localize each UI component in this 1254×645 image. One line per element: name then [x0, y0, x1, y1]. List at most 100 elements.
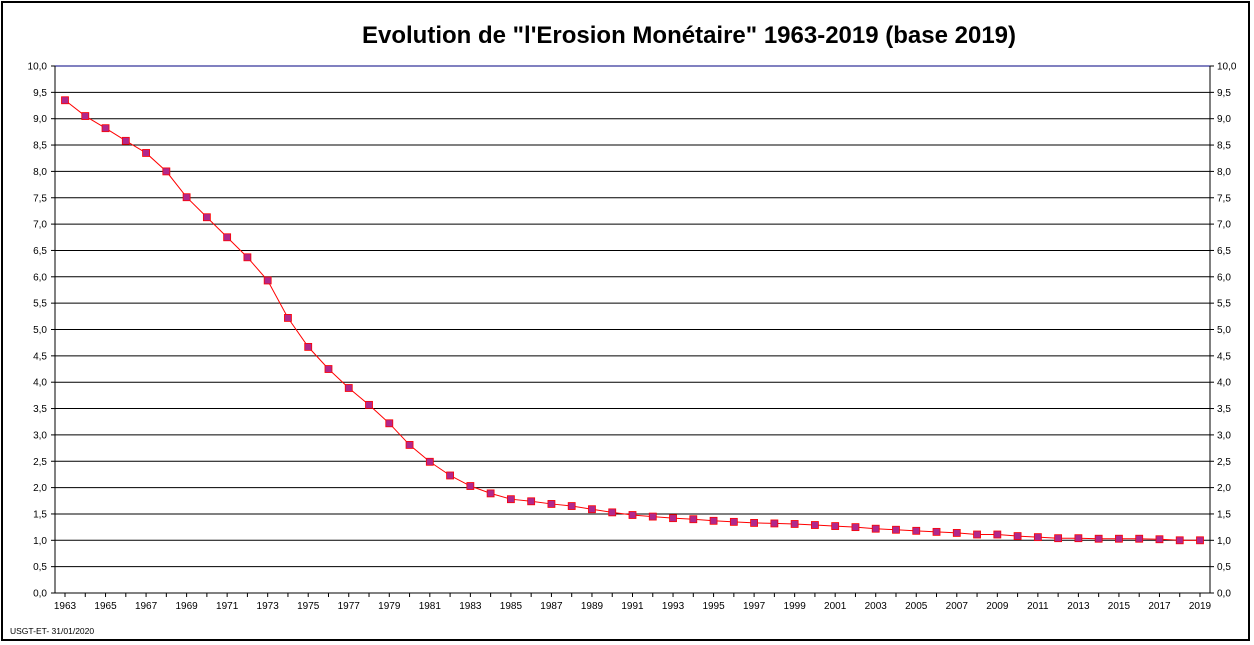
data-point: [973, 530, 981, 539]
y-tick-label-right: 7,5: [1217, 193, 1231, 204]
y-tick-label-right: 0,5: [1217, 562, 1231, 573]
data-point: [1115, 534, 1123, 543]
y-tick-label-left: 4,5: [33, 351, 47, 362]
x-tick-label: 2009: [986, 601, 1009, 612]
y-tick-label-right: 10,0: [1217, 62, 1237, 73]
y-tick-label-left: 10,0: [28, 62, 48, 73]
data-point: [689, 515, 698, 524]
data-point: [263, 276, 272, 285]
x-tick-label: 2019: [1189, 601, 1212, 612]
data-point: [567, 502, 576, 510]
y-tick-label-right: 4,5: [1217, 351, 1231, 362]
x-tick-label: 1995: [702, 601, 725, 612]
data-point: [243, 253, 252, 262]
data-point: [669, 514, 677, 523]
data-point: [81, 112, 90, 120]
y-tick-label-left: 6,5: [33, 246, 47, 257]
data-point: [365, 400, 373, 409]
y-tick-label-right: 0,0: [1217, 589, 1231, 600]
y-tick-label-left: 5,0: [33, 325, 47, 336]
data-point: [588, 505, 596, 514]
data-point: [871, 524, 880, 533]
data-point: [466, 482, 475, 490]
y-tick-label-right: 9,5: [1217, 88, 1231, 99]
x-tick-label: 2013: [1067, 601, 1090, 612]
data-point: [202, 213, 211, 222]
y-tick-label-right: 2,0: [1217, 483, 1231, 494]
y-tick-label-right: 2,5: [1217, 457, 1231, 468]
data-point: [121, 136, 130, 145]
data-point: [61, 96, 69, 105]
data-point: [405, 441, 414, 449]
data-point: [1054, 534, 1063, 543]
data-point: [1094, 534, 1103, 543]
data-point: [304, 342, 313, 351]
data-point: [101, 124, 110, 133]
y-tick-label-left: 2,5: [33, 457, 47, 468]
x-tick-label: 1977: [338, 601, 361, 612]
y-tick-label-left: 6,0: [33, 272, 47, 283]
y-tick-label-left: 7,5: [33, 193, 47, 204]
y-tick-label-right: 4,0: [1217, 378, 1231, 389]
y-tick-label-left: 2,0: [33, 483, 47, 494]
data-point: [1013, 532, 1022, 540]
y-tick-label-left: 3,0: [33, 430, 47, 441]
y-tick-label-left: 9,5: [33, 88, 47, 99]
data-point: [425, 457, 434, 466]
data-point: [892, 525, 900, 534]
x-tick-label: 1991: [621, 601, 644, 612]
data-point: [790, 520, 799, 528]
data-point: [811, 521, 819, 529]
data-point: [851, 523, 860, 532]
data-point: [932, 527, 941, 536]
y-tick-label-right: 6,0: [1217, 272, 1231, 283]
data-point: [729, 517, 738, 526]
x-tick-label: 1963: [54, 601, 77, 612]
x-tick-label: 1975: [297, 601, 320, 612]
x-tick-label: 1989: [581, 601, 604, 612]
y-tick-label-right: 1,0: [1217, 536, 1231, 547]
footnote: USGT-ET- 31/01/2020: [10, 626, 95, 636]
y-tick-label-right: 1,5: [1217, 509, 1231, 520]
data-point: [831, 522, 840, 530]
data-point: [770, 519, 779, 528]
data-point: [648, 512, 657, 521]
x-tick-label: 1993: [662, 601, 685, 612]
data-point: [1155, 535, 1164, 544]
x-tick-label: 1981: [419, 601, 442, 612]
y-tick-label-left: 8,5: [33, 141, 47, 152]
y-tick-label-right: 5,0: [1217, 325, 1231, 336]
y-tick-label-left: 3,5: [33, 404, 47, 415]
x-tick-label: 2017: [1148, 601, 1171, 612]
data-point: [223, 233, 232, 242]
x-tick-label: 1979: [378, 601, 401, 612]
x-tick-label: 1965: [94, 601, 117, 612]
data-point: [344, 384, 353, 392]
y-tick-label-left: 0,5: [33, 562, 47, 573]
data-point: [1135, 534, 1144, 543]
x-tick-label: 2015: [1108, 601, 1131, 612]
series-line: [64, 99, 1200, 541]
data-point: [1074, 534, 1083, 543]
x-tick-label: 1983: [459, 601, 482, 612]
y-tick-label-left: 1,5: [33, 509, 47, 520]
y-tick-label-right: 9,0: [1217, 114, 1231, 125]
x-tick-label: 1985: [500, 601, 523, 612]
data-point: [628, 511, 637, 519]
y-tick-label-left: 4,0: [33, 378, 47, 389]
data-point: [385, 419, 394, 428]
data-point: [750, 519, 759, 527]
data-point: [142, 149, 150, 157]
data-point: [608, 508, 617, 517]
x-tick-label: 2011: [1027, 601, 1049, 612]
y-tick-label-left: 8,0: [33, 167, 47, 178]
y-tick-label-right: 3,5: [1217, 404, 1231, 415]
data-point: [1196, 536, 1204, 545]
x-tick-label: 2005: [905, 601, 928, 612]
data-point: [709, 516, 718, 525]
data-point: [1033, 533, 1042, 542]
y-tick-label-right: 5,5: [1217, 299, 1231, 310]
y-tick-label-left: 0,0: [33, 589, 47, 600]
